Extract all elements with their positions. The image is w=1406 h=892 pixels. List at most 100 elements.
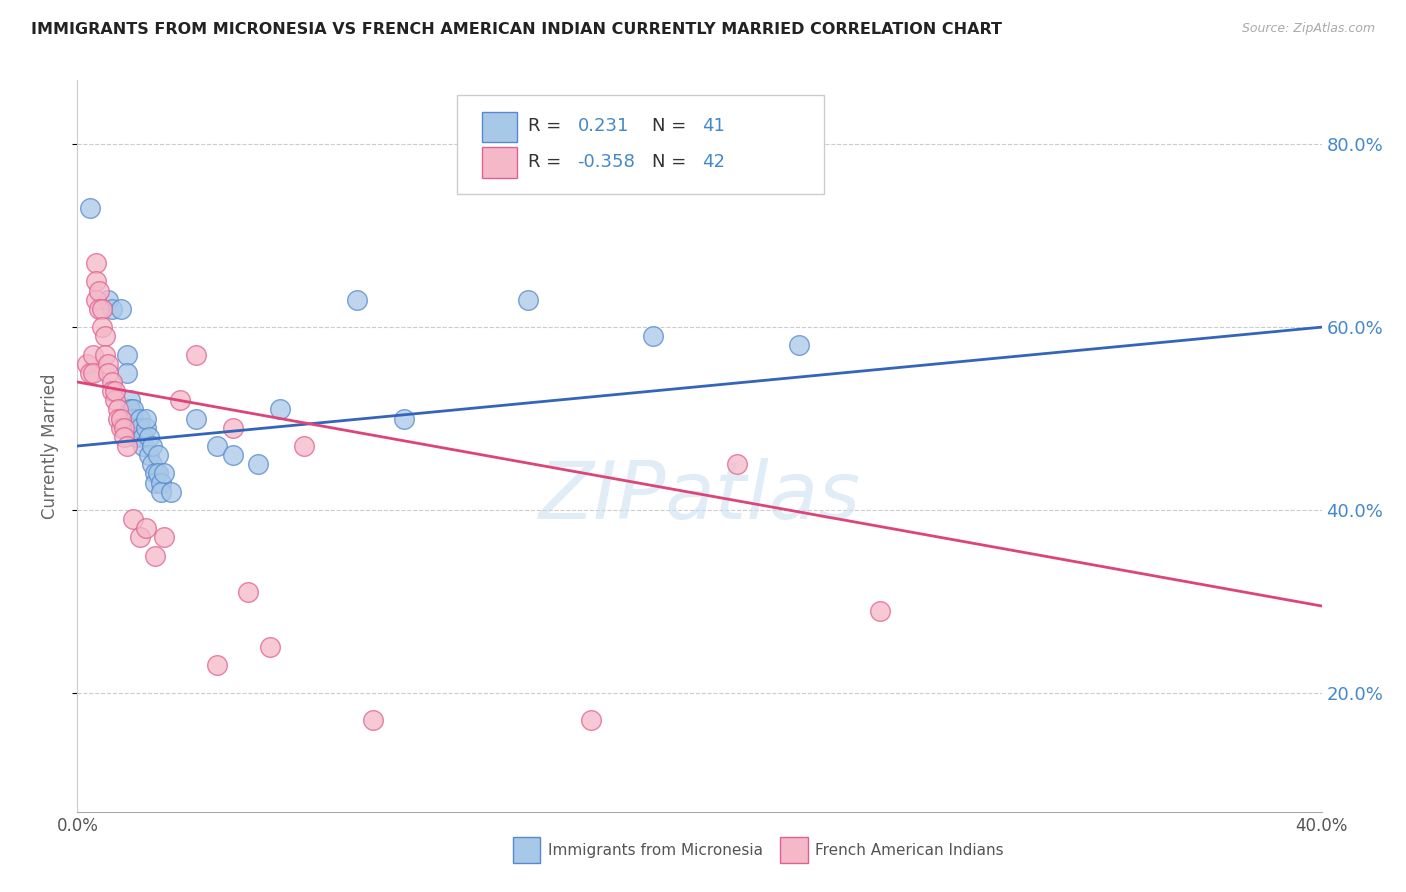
Point: [100, 301, 122, 316]
FancyBboxPatch shape: [513, 838, 540, 863]
Point: [138, 448, 160, 462]
Point: [115, 366, 138, 380]
Point: [122, 512, 145, 526]
Point: [104, 393, 127, 408]
Point: [79, 366, 101, 380]
Point: [76, 357, 98, 371]
Point: [107, 411, 129, 425]
Point: [246, 457, 269, 471]
Point: [122, 411, 145, 425]
Text: 41: 41: [702, 118, 725, 136]
Point: [128, 421, 150, 435]
Point: [222, 448, 245, 462]
Point: [641, 329, 664, 343]
Point: [725, 457, 748, 471]
Point: [207, 658, 229, 673]
Point: [135, 411, 157, 425]
Point: [143, 549, 166, 563]
Point: [97, 366, 120, 380]
Point: [150, 475, 173, 490]
Point: [135, 521, 157, 535]
Text: French American Indians: French American Indians: [815, 843, 1004, 858]
Point: [120, 393, 142, 408]
Point: [91, 320, 114, 334]
Point: [346, 293, 368, 307]
Text: 0.231: 0.231: [578, 118, 628, 136]
Point: [110, 301, 132, 316]
Point: [392, 411, 415, 425]
Point: [148, 448, 170, 462]
Text: -0.358: -0.358: [578, 153, 636, 171]
Point: [141, 457, 163, 471]
Point: [110, 421, 132, 435]
Point: [97, 357, 120, 371]
FancyBboxPatch shape: [457, 95, 824, 194]
Point: [153, 530, 176, 544]
Text: R =: R =: [527, 118, 567, 136]
Point: [94, 348, 117, 362]
Point: [259, 640, 281, 655]
Point: [517, 293, 540, 307]
Y-axis label: Currently Married: Currently Married: [41, 373, 59, 519]
Point: [138, 430, 160, 444]
Point: [207, 439, 229, 453]
Point: [79, 202, 101, 216]
Text: N =: N =: [652, 118, 692, 136]
Text: Source: ZipAtlas.com: Source: ZipAtlas.com: [1241, 22, 1375, 36]
Point: [125, 430, 148, 444]
Point: [141, 439, 163, 453]
Point: [104, 384, 127, 398]
Point: [135, 421, 157, 435]
Point: [143, 475, 166, 490]
FancyBboxPatch shape: [780, 838, 807, 863]
Point: [222, 421, 245, 435]
Point: [150, 484, 173, 499]
Point: [269, 402, 291, 417]
Point: [148, 467, 170, 481]
Text: N =: N =: [652, 153, 692, 171]
Point: [131, 430, 153, 444]
FancyBboxPatch shape: [482, 112, 516, 143]
Text: Immigrants from Micronesia: Immigrants from Micronesia: [548, 843, 762, 858]
Point: [131, 439, 153, 453]
Point: [159, 484, 181, 499]
Point: [361, 714, 384, 728]
Point: [112, 421, 135, 435]
Text: IMMIGRANTS FROM MICRONESIA VS FRENCH AMERICAN INDIAN CURRENTLY MARRIED CORRELATI: IMMIGRANTS FROM MICRONESIA VS FRENCH AME…: [31, 22, 1002, 37]
Point: [82, 348, 104, 362]
Point: [87, 284, 110, 298]
Point: [112, 430, 135, 444]
Point: [579, 714, 602, 728]
Point: [238, 585, 260, 599]
Point: [120, 402, 142, 417]
Point: [107, 402, 129, 417]
Point: [110, 411, 132, 425]
Point: [869, 603, 891, 617]
Point: [787, 338, 810, 352]
Point: [91, 301, 114, 316]
Point: [84, 275, 107, 289]
Text: R =: R =: [527, 153, 567, 171]
Point: [128, 530, 150, 544]
Point: [184, 411, 207, 425]
Point: [115, 348, 138, 362]
Point: [84, 256, 107, 270]
Point: [125, 421, 148, 435]
Point: [122, 402, 145, 417]
Point: [128, 411, 150, 425]
Point: [94, 329, 117, 343]
Text: ZIPatlas: ZIPatlas: [538, 458, 860, 536]
Point: [120, 411, 142, 425]
Point: [82, 366, 104, 380]
Point: [97, 293, 120, 307]
Point: [294, 439, 316, 453]
FancyBboxPatch shape: [482, 147, 516, 178]
Point: [100, 384, 122, 398]
Point: [87, 301, 110, 316]
Point: [100, 375, 122, 389]
Point: [184, 348, 207, 362]
Text: 42: 42: [702, 153, 725, 171]
Point: [153, 467, 176, 481]
Point: [143, 467, 166, 481]
Point: [84, 293, 107, 307]
